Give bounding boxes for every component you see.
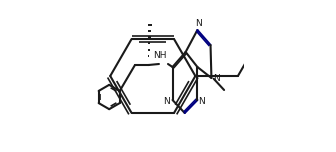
Text: N: N bbox=[213, 74, 220, 83]
Text: N: N bbox=[198, 97, 205, 106]
Text: NH: NH bbox=[153, 51, 167, 60]
Text: N: N bbox=[164, 97, 170, 106]
Text: N: N bbox=[195, 19, 202, 28]
